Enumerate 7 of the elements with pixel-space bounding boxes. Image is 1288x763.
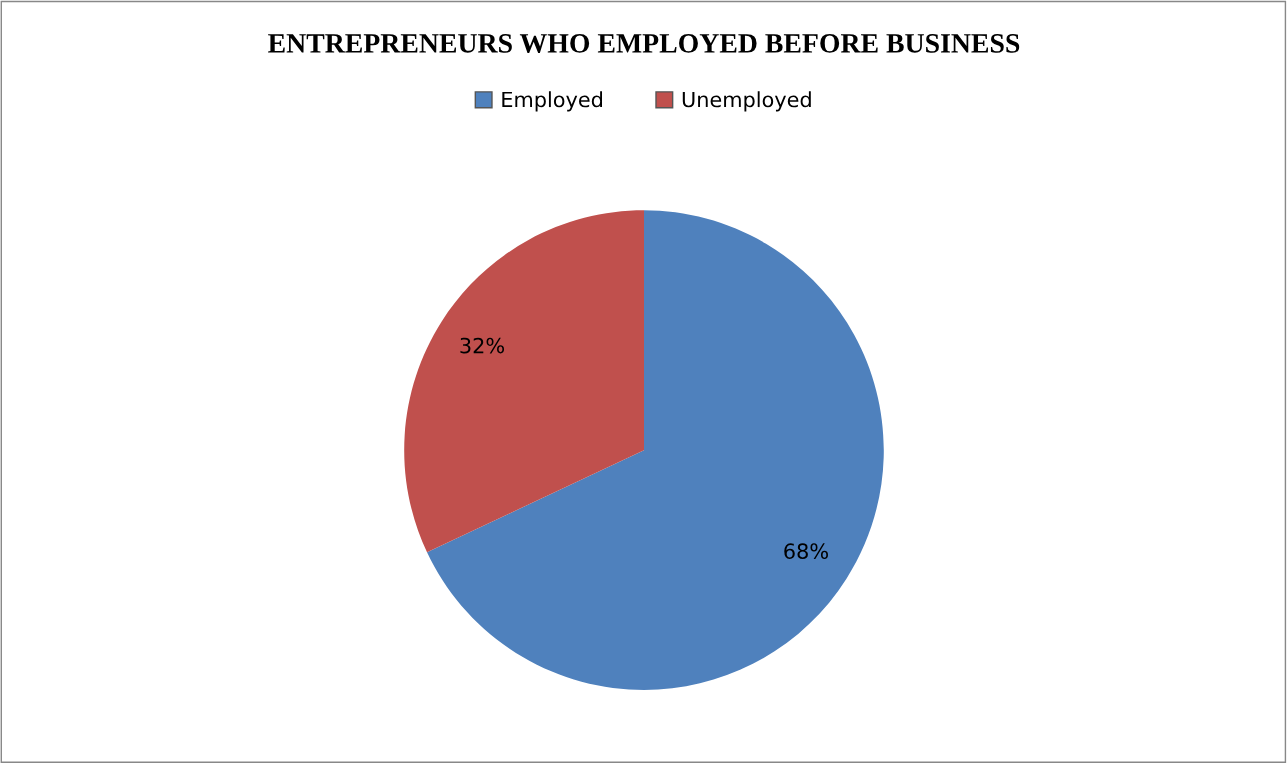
legend-label: Unemployed — [682, 91, 811, 112]
chart-title: ENTREPRENEURS WHO EMPLOYED BEFORE BUSINESS — [268, 34, 1020, 53]
data-label: 32% — [460, 337, 505, 354]
legend-label: Employed — [502, 91, 603, 112]
data-label: 68% — [784, 543, 828, 560]
pie-slice — [427, 210, 884, 690]
pie-slice — [404, 210, 644, 553]
